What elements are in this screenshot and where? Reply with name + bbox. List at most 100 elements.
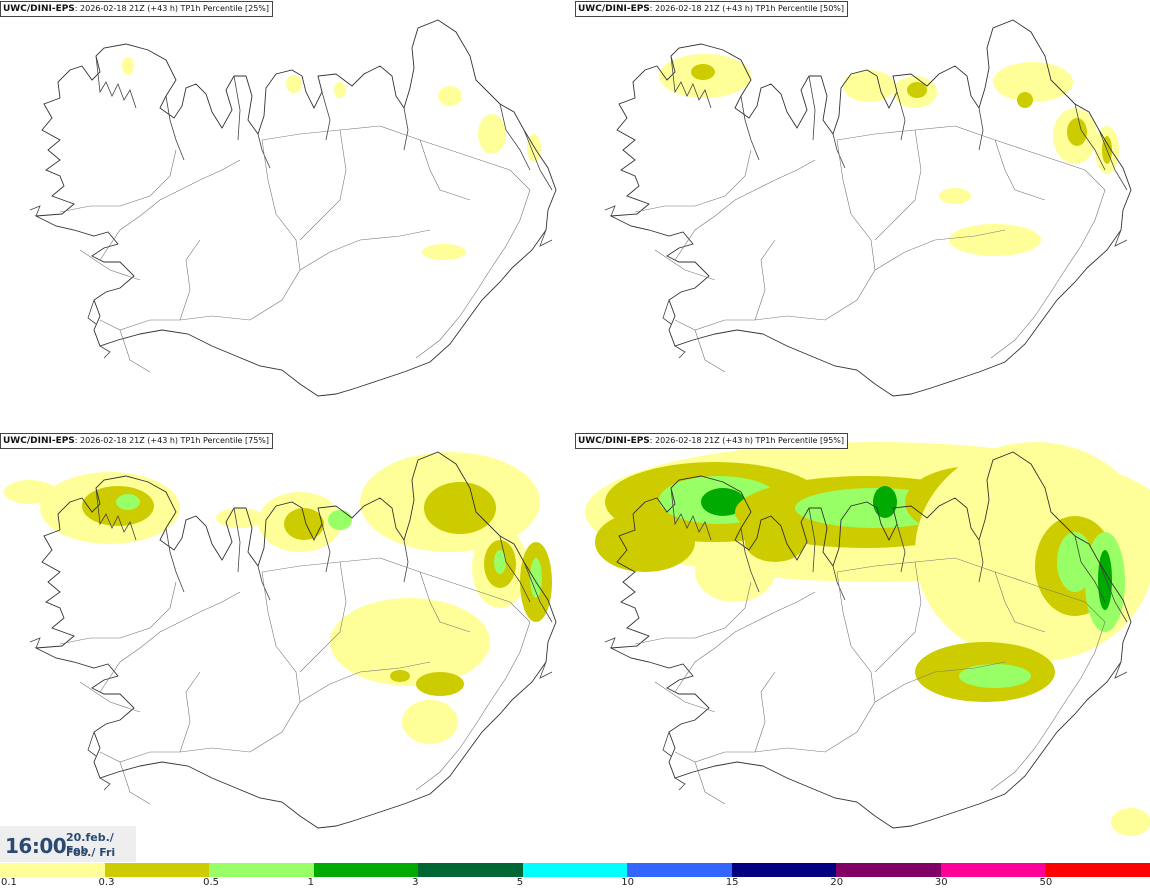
iceland-map — [585, 442, 1150, 836]
precip-contour — [530, 558, 542, 598]
colorbar-tick-label: 0.1 — [1, 877, 17, 888]
road-line — [79, 249, 141, 281]
fjord-line — [257, 133, 271, 169]
precip-field — [122, 57, 541, 260]
fjord-line — [670, 55, 712, 109]
fjord-line — [740, 527, 760, 593]
road-line — [99, 139, 301, 331]
colorbar-segment — [104, 863, 210, 877]
fjord-line — [99, 777, 111, 791]
fjord-line — [257, 565, 271, 601]
colorbar-tick-label: 30 — [934, 877, 948, 888]
road-line — [634, 581, 752, 645]
colorbar-segment — [836, 863, 941, 877]
coastline — [609, 451, 1132, 829]
road-line — [419, 571, 471, 633]
iceland-map — [4, 451, 557, 829]
fjord-line — [523, 129, 553, 191]
precip-contour — [286, 75, 302, 93]
precip-field — [585, 442, 1150, 836]
precip-contour — [745, 522, 805, 562]
precip-contour — [907, 82, 927, 98]
precip-contour — [422, 244, 466, 260]
precip-contour — [478, 114, 506, 154]
colorbar-segment — [522, 863, 628, 877]
panel-title: UWC/DINI-EPS: 2026-02-18 21Z (+43 h) TP1… — [575, 433, 849, 449]
panel-title: UWC/DINI-EPS: 2026-02-18 21Z (+43 h) TP1… — [0, 433, 274, 449]
panel-title: UWC/DINI-EPS: 2026-02-18 21Z (+43 h) TP1… — [0, 1, 274, 17]
iceland-map — [29, 19, 557, 397]
fjord-line — [978, 107, 984, 151]
road-line — [994, 139, 1046, 201]
road-line — [874, 561, 922, 673]
precip-contour — [416, 672, 464, 696]
fjord-line — [808, 507, 816, 573]
road-line — [654, 249, 716, 281]
fjord-line — [1074, 535, 1106, 603]
fjord-line — [499, 103, 531, 171]
road-line — [674, 571, 876, 763]
fjord-line — [674, 777, 686, 791]
fjord-line — [165, 527, 185, 593]
precip-colorbar — [0, 863, 1150, 877]
road-line — [99, 591, 241, 693]
fjord-line — [523, 561, 553, 623]
precip-contour — [122, 57, 134, 75]
colorbar-tick-label: 50 — [1039, 877, 1053, 888]
precip-contour — [959, 664, 1031, 688]
fjord-line — [321, 91, 331, 141]
fjord-line — [233, 75, 241, 141]
road-line — [654, 681, 716, 713]
fjord-line — [896, 523, 906, 573]
road-line — [874, 129, 922, 241]
precip-contour — [328, 510, 352, 530]
fjord-line — [1114, 229, 1128, 247]
road-line — [754, 671, 776, 753]
road-line — [694, 761, 726, 805]
fjord-line — [1098, 129, 1128, 191]
valid-date: 20.feb./ Feb — [66, 831, 114, 857]
colorbar-tick-label: 20 — [830, 877, 844, 888]
road-line — [99, 159, 241, 261]
precip-contour — [1057, 532, 1093, 592]
map-panel-p25: UWC/DINI-EPS: 2026-02-18 21Z (+43 h) TP1… — [0, 0, 575, 428]
road-line — [415, 189, 531, 359]
road-line — [99, 571, 301, 763]
colorbar-segment — [209, 863, 314, 877]
precip-contour — [116, 494, 140, 510]
fjord-line — [832, 133, 846, 169]
precip-contour — [402, 700, 458, 744]
road-line — [990, 189, 1106, 359]
precip-contour — [873, 486, 897, 518]
road-line — [874, 661, 1006, 703]
map-panel-p50: UWC/DINI-EPS: 2026-02-18 21Z (+43 h) TP1… — [575, 0, 1150, 428]
iceland-map — [604, 19, 1132, 397]
fjord-line — [499, 535, 531, 603]
colorbar-tick-label: 3 — [412, 877, 419, 888]
fjord-line — [539, 661, 553, 679]
colorbar-tick-label: 5 — [516, 877, 524, 888]
precip-contour — [4, 480, 56, 504]
colorbar-tick-label: 0.5 — [203, 877, 219, 888]
colorbar-segment — [313, 863, 419, 877]
fjord-line — [233, 507, 241, 573]
road-line — [299, 661, 431, 703]
fjord-line — [87, 299, 97, 325]
valid-time-box: 16:00 20.feb./ Feb Fös./ Fri — [0, 826, 136, 862]
fjord-line — [808, 75, 816, 141]
fjord-line — [95, 55, 137, 109]
valid-time: 16:00 — [5, 834, 67, 858]
precip-contour — [424, 482, 496, 534]
road-line — [694, 329, 726, 373]
fjord-line — [539, 229, 553, 247]
fjord-line — [670, 487, 712, 541]
coastline — [34, 19, 557, 397]
colorbar-segment — [1045, 863, 1150, 877]
road-line — [79, 681, 141, 713]
road-line — [674, 139, 876, 331]
road-line — [990, 621, 1106, 791]
fjord-line — [99, 345, 111, 359]
precip-contour — [330, 598, 490, 686]
fjord-line — [604, 205, 616, 217]
road-line — [299, 229, 431, 271]
